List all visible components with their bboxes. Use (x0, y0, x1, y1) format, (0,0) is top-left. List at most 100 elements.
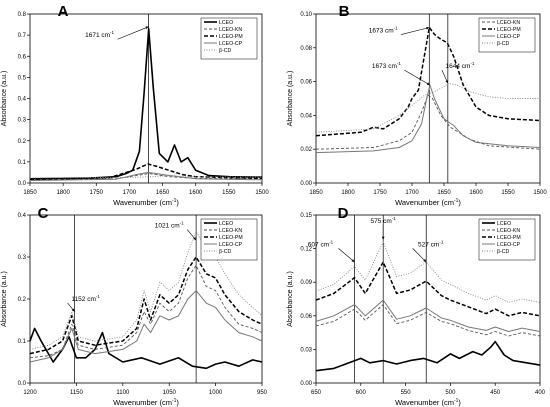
x-axis-label-tail: ) (458, 198, 461, 207)
annotation-arrow (404, 69, 431, 86)
x-axis-label-superscript: -1 (172, 398, 177, 404)
legend-entry: LCEO-CP (497, 34, 521, 40)
peak-annotation: 1021 cm-1 (155, 221, 184, 230)
series-line (29, 290, 263, 363)
annotation-arrow (401, 27, 430, 35)
annotation-superscript: -1 (96, 294, 100, 299)
y-tick-label: 0.06 (300, 314, 312, 320)
annotation-arrow (412, 248, 427, 263)
x-tick-label: 650 (311, 390, 322, 396)
x-axis-label-superscript: -1 (454, 198, 459, 204)
series-line (315, 304, 541, 337)
chart-panel-d: 650 600 550 500 450 400 0.00 0.03 0.06 0.09 0.12 0.… (287, 205, 546, 407)
legend-entry: LCEO-KN (219, 27, 242, 33)
legend-entry: LCEO-CP (219, 242, 243, 248)
y-tick-label: 0.04 (300, 113, 312, 119)
x-tick-label: 1600 (469, 190, 483, 196)
x-axis-label: Wavenumber (cm-1) (395, 398, 461, 407)
legend-entry: LCEO-KN (219, 228, 242, 234)
x-axis-label: Wavenumber (cm-1) (113, 398, 179, 407)
x-axis-label-tail: ) (176, 398, 179, 407)
series-line (29, 175, 263, 179)
legend-entry: β-CD (219, 48, 231, 54)
y-tick-label: 0.8 (18, 12, 27, 18)
y-axis-label: Absorbance (a.u.) (1, 271, 8, 327)
legend-entry: LCEO-CP (219, 41, 243, 47)
series-line (29, 171, 263, 181)
y-tick-label: 0.00 (300, 381, 312, 387)
legend-entry: LCEO-CP (497, 242, 521, 248)
annotation-superscript: -1 (180, 221, 184, 226)
x-tick-label: 600 (356, 390, 367, 396)
legend-entry: β-CD (219, 249, 231, 255)
peak-annotation: 1152 cm-1 (71, 294, 100, 303)
annotation-arrowhead (351, 259, 355, 263)
y-axis-label: Absorbance (a.u.) (287, 271, 294, 327)
series-line (29, 264, 263, 359)
legend-entry: LCEO-KN (497, 20, 520, 26)
y-tick-label: 0.3 (18, 118, 27, 124)
peak-annotation: 527 cm-1 (418, 239, 444, 248)
y-tick-label: 0.6 (18, 54, 27, 60)
x-axis-label-tail: ) (176, 198, 179, 207)
legend-entry: β-CD (497, 41, 509, 47)
y-tick-label: 0.2 (18, 139, 27, 145)
legend-box (200, 17, 258, 60)
series-line (29, 163, 263, 181)
annotation-arrowhead (193, 237, 197, 241)
y-tick-label: 0.09 (300, 280, 312, 286)
chart-panel-b: 1850 1800 1750 1700 1650 1600 1550 1500 0.00 0.02… (287, 3, 547, 207)
y-tick-label: 0.00 (300, 181, 312, 187)
peak-annotation: 1644 cm-1 (446, 61, 475, 70)
x-tick-label: 1500 (533, 190, 547, 196)
x-tick-label: 1700 (123, 190, 137, 196)
panel-label: A (58, 3, 69, 20)
annotation-arrowhead (145, 26, 149, 30)
x-tick-label: 550 (401, 390, 412, 396)
legend-entry: LCEO-PM (219, 34, 243, 40)
series-line (29, 28, 263, 180)
annotation-superscript: -1 (394, 26, 398, 31)
x-tick-label: 1800 (341, 190, 355, 196)
peak-annotation: 575 cm-1 (371, 216, 397, 225)
y-tick-label: 0.3 (18, 255, 27, 261)
x-tick-label: 1550 (501, 190, 515, 196)
x-tick-label: 1750 (373, 190, 387, 196)
legend-box (478, 218, 536, 261)
annotation-superscript: -1 (392, 216, 396, 221)
peak-annotation: 1673 cm-1 (369, 26, 398, 35)
x-tick-label: 1550 (222, 190, 236, 196)
x-tick-label: 1800 (56, 190, 70, 196)
x-tick-label: 450 (490, 390, 501, 396)
legend-entry: LCEO (219, 20, 233, 26)
y-tick-label: 0.06 (300, 80, 312, 86)
x-tick-label: 1850 (23, 190, 37, 196)
series-line (315, 82, 540, 133)
x-tick-label: 1150 (70, 390, 84, 396)
legend-entry: LCEO-PM (497, 235, 521, 241)
x-tick-label: 1500 (255, 190, 269, 196)
y-tick-label: 0.7 (18, 33, 27, 39)
annotation-arrowhead (426, 26, 430, 30)
y-tick-label: 0.03 (300, 347, 312, 353)
x-tick-label: 400 (535, 390, 546, 396)
annotation-arrow (338, 248, 355, 263)
series-line (315, 84, 541, 154)
x-tick-label: 1050 (163, 390, 177, 396)
y-tick-label: 0.1 (18, 339, 27, 345)
panel-label: C (38, 205, 49, 222)
annotation-arrowhead (445, 80, 448, 84)
legend-entry: LCEO-PM (497, 27, 521, 33)
x-tick-label: 1200 (23, 390, 37, 396)
y-axis-label: Absorbance (a.u.) (1, 71, 8, 127)
x-tick-label: 1650 (156, 190, 170, 196)
y-tick-label: 0.1 (18, 160, 27, 166)
x-axis-label: Wavenumber (cm-1) (395, 198, 461, 207)
x-axis-label-superscript: -1 (172, 198, 177, 204)
series-line (315, 261, 541, 317)
y-tick-label: 0.12 (300, 247, 312, 253)
